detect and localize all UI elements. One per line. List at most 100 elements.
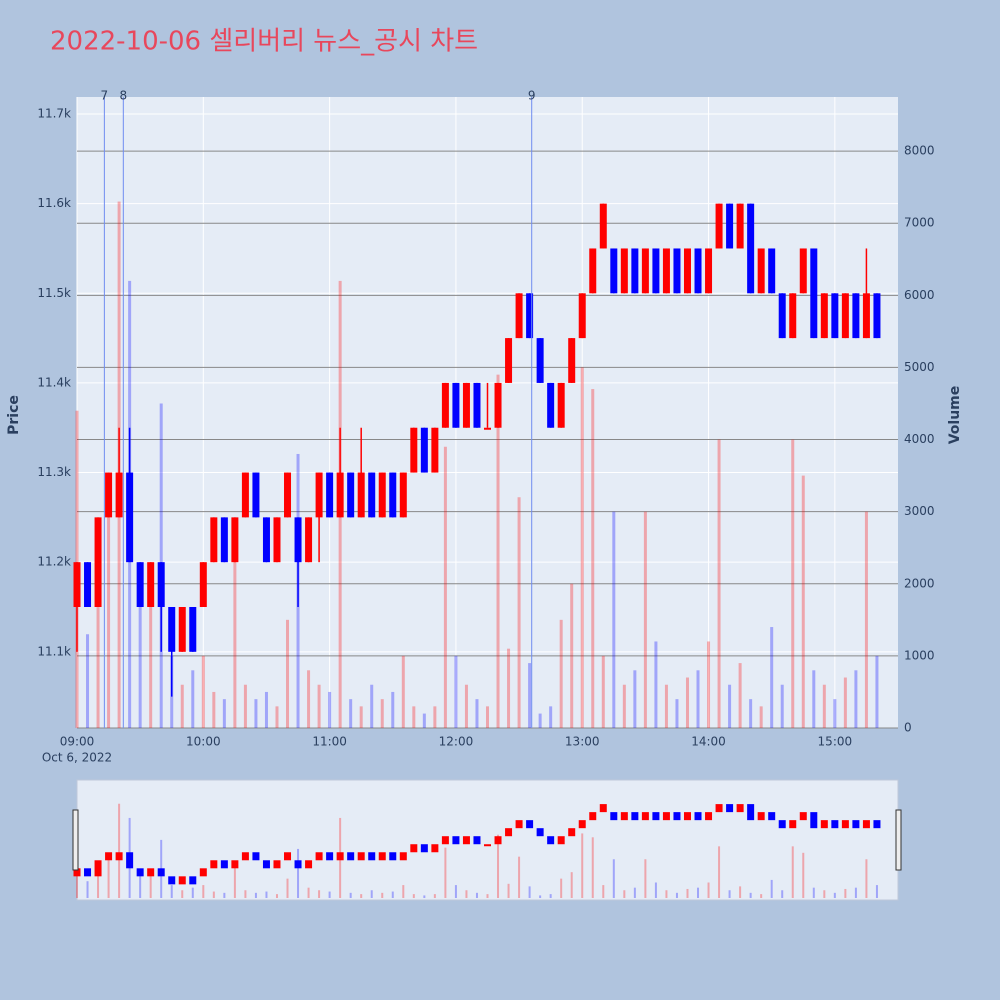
candle-body [189,606,197,652]
volume-bar [675,699,679,728]
candle-body [641,248,649,294]
mini-candle-body [820,820,828,829]
x-tick-label: 14:00 [691,735,726,749]
candle-body [778,293,786,339]
mini-candle-body [399,852,407,861]
mini-candle-body [683,812,691,821]
volume-bar [507,648,511,728]
volume-bar [486,706,489,728]
mini-volume-bar [181,890,184,898]
mini-candle-body [778,820,786,829]
mini-volume-bar [433,894,436,898]
candle-body [526,293,534,339]
volume-bar [664,684,668,728]
mini-volume-bar [391,891,394,898]
candle-body [326,472,334,518]
candle-body [557,382,565,428]
x-tick-label: 12:00 [439,735,474,749]
volume-bar [549,706,553,728]
mini-volume-bar [833,892,836,898]
candle-body [241,472,249,518]
mini-candle-body [431,844,439,853]
candle-body [115,472,123,518]
volume-bar [233,547,237,728]
volume-bar [580,367,584,728]
x-tick-label: 10:00 [186,735,221,749]
candle-body [473,382,481,428]
mini-volume-bar [549,894,552,898]
y-tick-label: 11.3k [37,465,71,479]
mini-candle-body [94,860,102,877]
candle-body [420,427,428,473]
mini-candle-body [547,836,555,845]
volume-bar [422,713,426,728]
mini-volume-bar [370,890,373,898]
candle-body [368,472,376,518]
mini-candle-body [526,820,534,829]
mini-candle-body [378,852,386,861]
mini-candle-body [357,852,365,861]
volume-bar [643,511,647,728]
volume-bar [317,684,321,728]
candle-body [105,472,113,518]
candle-body [578,293,586,339]
mini-volume-bar [444,847,447,898]
mini-candle-body [862,820,870,829]
volume-bar [854,670,858,728]
mini-volume-bar [728,890,731,898]
y2-axis-title: Volume [947,386,963,445]
mini-volume-bar [86,881,89,898]
candle-body [231,517,239,563]
candle-body [662,248,670,294]
mini-candle-body [252,852,260,861]
candle-body [768,248,776,294]
volume-bar [875,655,879,728]
candle-body [547,382,555,428]
candle-body [515,293,523,339]
candle-body [841,293,849,339]
candle-body [568,338,576,383]
mini-volume-bar [349,892,352,898]
mini-volume-bar [149,869,152,898]
candle-body [799,248,807,294]
mini-candle-body [273,860,281,869]
mini-volume-bar [581,833,584,898]
range-handle-left[interactable] [72,809,79,871]
candle-body [147,562,155,607]
y2-tick-label: 2000 [904,576,935,590]
candle-body [673,248,681,294]
candle-body [305,517,313,563]
volume-bar [264,691,268,728]
candle-body [736,203,744,249]
range-slider[interactable] [76,779,899,901]
y2-tick-label: 3000 [904,504,935,518]
mini-candle-body [105,852,113,861]
volume-bar [243,684,247,728]
candle-body [620,248,628,294]
y2-tick-label: 1000 [904,648,935,662]
mini-candle-body [620,812,628,821]
volume-bar [685,677,689,728]
mini-candle-body [662,812,670,821]
volume-bar [791,439,795,728]
mini-candle-body [305,860,313,869]
mini-candle-body [557,836,565,845]
candle-body [599,203,607,249]
mini-volume-bar [718,846,721,898]
mini-candle-body [73,868,81,877]
volume-bar [864,511,868,728]
mini-volume-bar [602,885,605,898]
mini-candle-body [336,852,344,861]
annotation-text: 8 [119,89,127,103]
mini-candle-body [852,820,860,829]
candle-body [84,562,92,607]
mini-candle-body [568,828,576,837]
volume-bar [86,634,90,728]
range-handle-right[interactable] [895,809,902,871]
candle-body [168,606,176,652]
volume-bar [201,655,205,728]
mini-volume-bar [560,878,563,898]
mini-volume-bar [707,882,710,898]
candle-body [389,472,397,518]
mini-candle-body [294,860,302,869]
